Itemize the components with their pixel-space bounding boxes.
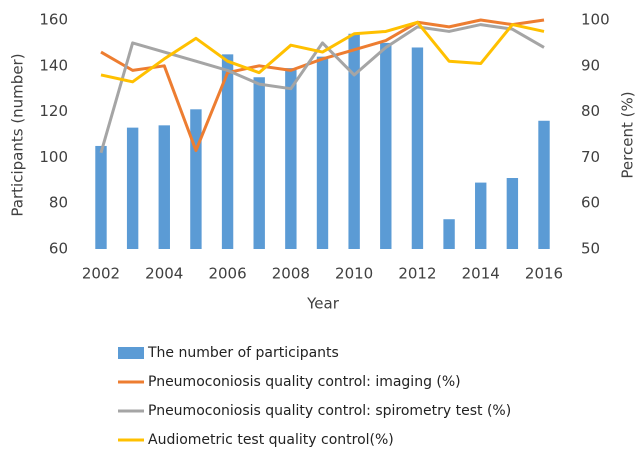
- y2-axis-title: Percent (%): [619, 91, 637, 178]
- line: [100, 18, 545, 153]
- legend-swatch: [118, 347, 144, 359]
- x-tick-label: 2016: [525, 265, 563, 283]
- x-tick-label: 2002: [82, 265, 120, 283]
- y-tick-label: 80: [49, 194, 68, 212]
- bar: [348, 33, 360, 249]
- y2-tick-label: 100: [581, 11, 610, 29]
- bar: [253, 77, 265, 249]
- y2-tick-label: 50: [581, 240, 600, 258]
- legend-label: Audiometric test quality control(%): [148, 432, 394, 448]
- bar: [95, 145, 107, 249]
- bar: [538, 120, 550, 249]
- bar: [221, 54, 234, 249]
- legend-label: The number of participants: [147, 345, 339, 361]
- bar: [158, 125, 170, 249]
- line: [99, 23, 545, 154]
- x-tick-label: 2008: [272, 265, 310, 283]
- bar: [190, 109, 202, 249]
- legend-label: Pneumoconiosis quality control: imaging …: [148, 374, 461, 390]
- bar: [380, 42, 392, 250]
- legend-label: Pneumoconiosis quality control: spiromet…: [148, 403, 511, 419]
- y2-tick-label: 60: [581, 194, 600, 212]
- bar: [411, 47, 424, 250]
- y2-tick-label: 70: [581, 148, 600, 166]
- y-tick-label: 100: [39, 148, 68, 166]
- y2-tick-label: 90: [581, 56, 600, 74]
- bar: [316, 56, 329, 249]
- x-tick-label: 2012: [398, 265, 436, 283]
- x-tick-label: 2010: [335, 265, 373, 283]
- x-tick-label: 2006: [208, 265, 246, 283]
- y-tick-label: 60: [49, 240, 68, 258]
- line: [100, 20, 545, 84]
- y2-tick-label: 80: [581, 102, 600, 120]
- y-tick-label: 160: [39, 11, 68, 29]
- bar: [126, 127, 139, 249]
- bar: [285, 68, 297, 249]
- y-tick-label: 120: [39, 102, 68, 120]
- x-axis-title: Year: [306, 295, 340, 313]
- y-axis-title: Participants (number): [9, 53, 27, 216]
- y-tick-label: 140: [39, 56, 68, 74]
- x-tick-label: 2014: [462, 265, 500, 283]
- bar: [506, 178, 519, 249]
- x-tick-label: 2004: [145, 265, 183, 283]
- bar: [475, 182, 487, 249]
- bar: [443, 219, 455, 249]
